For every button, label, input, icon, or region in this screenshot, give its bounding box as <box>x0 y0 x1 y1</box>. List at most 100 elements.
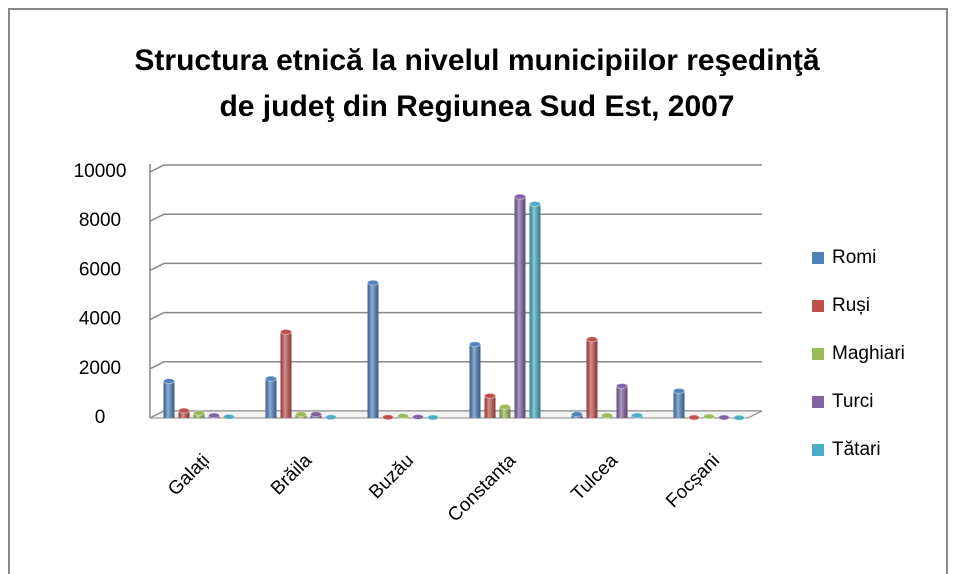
legend-swatch <box>812 444 824 456</box>
bar <box>265 375 277 418</box>
bar <box>178 407 190 418</box>
bar-top <box>688 414 700 421</box>
legend-swatch <box>812 348 824 360</box>
y-tick-label: 2000 <box>79 358 121 379</box>
bar <box>688 414 700 421</box>
bar-top <box>514 193 526 200</box>
bar <box>193 410 205 418</box>
bar-top <box>295 411 307 418</box>
x-tick-label: Tulcea <box>567 450 622 505</box>
bar <box>499 403 511 418</box>
bar <box>616 383 628 418</box>
bar <box>529 200 541 418</box>
bar-shade <box>484 395 496 418</box>
legend-label: Maghiari <box>832 343 905 364</box>
bar-top <box>223 413 235 420</box>
bar-top <box>631 412 643 419</box>
bar-top <box>397 413 409 420</box>
bar <box>397 413 409 420</box>
bar-top <box>178 407 190 414</box>
y-tick-label: 4000 <box>79 309 121 330</box>
bar-top <box>718 414 730 421</box>
legend-swatch <box>812 396 824 408</box>
floor <box>149 410 763 419</box>
bar-shade <box>586 339 598 418</box>
bar <box>295 411 307 418</box>
legend-label: Tătari <box>832 439 881 460</box>
bar-top <box>367 279 379 286</box>
bar <box>469 341 481 418</box>
bar <box>733 414 745 421</box>
bar <box>571 411 583 418</box>
bar-top <box>529 200 541 207</box>
bar-top <box>616 383 628 390</box>
grid-line <box>149 213 762 222</box>
bar <box>484 392 496 418</box>
y-tick-label: 8000 <box>79 210 121 231</box>
bar-top <box>310 411 322 418</box>
bar-shade <box>673 390 685 418</box>
bar-shade <box>178 410 190 418</box>
chart-frame <box>8 8 948 574</box>
y-tick-label: 10000 <box>74 161 127 182</box>
bar-shade <box>265 378 277 418</box>
x-tick-label: Buzău <box>365 450 418 503</box>
bar <box>367 279 379 418</box>
bar <box>412 414 424 421</box>
x-tick-label: Focșani <box>662 450 724 512</box>
bar-top <box>484 392 496 399</box>
bar <box>310 411 322 418</box>
bar-top <box>703 413 715 420</box>
bar-top <box>733 414 745 421</box>
bar <box>703 413 715 420</box>
legend-label: Turci <box>832 391 874 412</box>
bar-shade <box>280 331 292 418</box>
bar-shade <box>469 344 481 418</box>
bar <box>586 336 598 418</box>
bar-top <box>499 403 511 410</box>
bar-top <box>382 414 394 421</box>
bar-shade <box>499 406 511 418</box>
bar-top <box>571 411 583 418</box>
chart-title: Structura etnică la nivelul municipiilor… <box>134 44 820 123</box>
x-tick-label: Brăila <box>267 450 317 500</box>
bar-top <box>586 336 598 343</box>
bar <box>382 414 394 421</box>
y-tick-label: 0 <box>95 407 106 428</box>
x-tick-label: Galați <box>164 450 214 500</box>
bar <box>631 412 643 419</box>
grid-line <box>149 311 762 321</box>
bar-top <box>265 375 277 382</box>
bar <box>163 378 175 418</box>
bar <box>223 413 235 420</box>
x-tick-label: Constanța <box>444 450 520 526</box>
y-tick-label: 6000 <box>79 259 121 280</box>
bar-top <box>469 341 481 348</box>
bar-shade <box>514 196 526 418</box>
bar-top <box>325 414 337 421</box>
bar-shade <box>529 203 541 418</box>
bar-top <box>601 412 613 419</box>
bar-top <box>163 378 175 385</box>
bar <box>208 412 220 419</box>
bar-top <box>412 414 424 421</box>
legend-label: Ruși <box>832 295 870 316</box>
bar-top <box>208 412 220 419</box>
bar-shade <box>163 381 175 418</box>
bar-top <box>280 328 292 335</box>
bar <box>718 414 730 421</box>
bar <box>514 193 526 418</box>
bar <box>325 414 337 421</box>
bar-top <box>427 414 439 421</box>
bar <box>673 387 685 418</box>
grid-line <box>149 164 762 173</box>
bar-top <box>673 387 685 394</box>
bar-shade <box>616 386 628 418</box>
legend-swatch <box>812 252 824 264</box>
grid-line <box>149 262 762 272</box>
bar <box>601 412 613 419</box>
legend-swatch <box>812 300 824 312</box>
grid-line <box>149 361 762 370</box>
bar <box>280 328 292 418</box>
